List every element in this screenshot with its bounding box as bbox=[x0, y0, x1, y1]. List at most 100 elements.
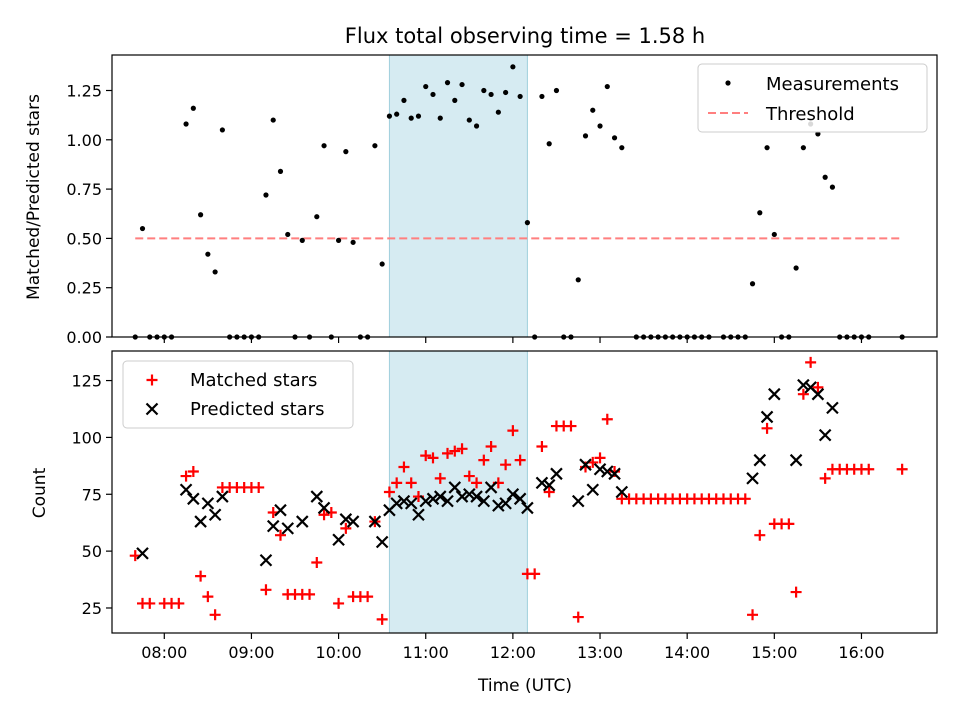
measurement-point bbox=[270, 117, 276, 123]
predicted-star-point bbox=[492, 499, 505, 512]
matched-star-point bbox=[739, 493, 751, 505]
measurement-point bbox=[394, 111, 400, 117]
predicted-star-point bbox=[441, 494, 454, 508]
matched-star-point bbox=[812, 381, 824, 393]
predicted-star-point bbox=[201, 497, 215, 510]
predicted-star-point bbox=[187, 492, 200, 506]
predicted-star-point bbox=[470, 490, 483, 503]
observing-window-band bbox=[388, 54, 528, 338]
predicted-star-point bbox=[463, 487, 476, 501]
predicted-star-point bbox=[216, 490, 229, 503]
measurement-point bbox=[539, 93, 545, 100]
legend-label-predicted: Predicted stars bbox=[190, 399, 324, 420]
predicted-star-point bbox=[419, 494, 433, 508]
measurement-point bbox=[459, 81, 465, 88]
measurement-point bbox=[379, 261, 385, 267]
predicted-star-point bbox=[179, 483, 193, 497]
legend-marker-predicted bbox=[145, 402, 159, 416]
matched-star-point bbox=[144, 597, 156, 609]
legend-marker-matched bbox=[146, 374, 158, 386]
legend-label-measurements: Measurements bbox=[766, 74, 899, 95]
measurement-point bbox=[619, 145, 625, 151]
measurement-point bbox=[183, 121, 189, 127]
predicted-star-point bbox=[797, 378, 810, 392]
predicted-star-point bbox=[194, 515, 207, 528]
measurement-point bbox=[335, 237, 342, 243]
measurement-point bbox=[263, 192, 269, 198]
matched-star-point bbox=[514, 454, 526, 466]
legend-box bbox=[697, 63, 928, 133]
bottom-y-axis-label: Count bbox=[30, 467, 50, 518]
measurement-point bbox=[466, 117, 472, 123]
measurement-point bbox=[575, 277, 581, 283]
measurement-point bbox=[437, 115, 443, 121]
y-tick-label: 0.50 bbox=[66, 229, 102, 248]
x-tick-label: 12:00 bbox=[490, 643, 536, 662]
measurement-point bbox=[749, 281, 756, 287]
y-tick-label: 25 bbox=[82, 599, 102, 618]
predicted-star-point bbox=[826, 401, 839, 415]
predicted-star-point bbox=[521, 501, 534, 515]
predicted-star-point bbox=[768, 387, 781, 401]
measurement-point bbox=[444, 80, 451, 86]
matched-star-point bbox=[529, 568, 541, 580]
matched-star-point bbox=[463, 470, 475, 482]
predicted-star-point bbox=[433, 490, 447, 503]
x-tick-label: 08:00 bbox=[141, 643, 187, 662]
matched-star-point bbox=[572, 611, 584, 623]
top-axes: 0.00 0.25 0.50 0.75 1.00 1.25 bbox=[66, 54, 938, 347]
matched-star-point bbox=[500, 459, 512, 471]
predicted-star-point bbox=[368, 515, 382, 528]
measurement-point bbox=[604, 83, 610, 90]
x-tick-label: 15:00 bbox=[751, 643, 797, 662]
matched-star-point bbox=[274, 529, 286, 541]
measurement-point bbox=[430, 91, 436, 98]
measurement-point bbox=[350, 239, 356, 245]
matched-star-point bbox=[253, 481, 265, 493]
legend-label-matched: Matched stars bbox=[190, 370, 317, 391]
y-tick-label: 75 bbox=[82, 485, 102, 504]
predicted-star-point bbox=[818, 428, 832, 442]
predicted-star-point bbox=[789, 453, 803, 467]
matched-star-point bbox=[304, 588, 316, 600]
matched-star-point bbox=[863, 463, 875, 475]
legend-label-threshold: Threshold bbox=[765, 104, 855, 125]
measurement-point bbox=[139, 225, 146, 232]
top-legend: Measurements Threshold bbox=[697, 63, 928, 133]
measurement-point bbox=[800, 145, 806, 151]
measurement-point bbox=[219, 127, 225, 133]
y-tick-label: 100 bbox=[71, 428, 102, 447]
predicted-star-point bbox=[375, 535, 389, 549]
matched-star-point bbox=[187, 466, 199, 478]
measurement-point bbox=[212, 269, 218, 275]
measurement-point bbox=[771, 231, 777, 238]
measurement-point bbox=[611, 135, 618, 141]
top-panel-ratio: 0.00 0.25 0.50 0.75 1.00 1.25 Measurements Thr… bbox=[24, 54, 938, 347]
matched-star-point bbox=[896, 463, 908, 475]
predicted-star-point bbox=[484, 481, 498, 494]
measurement-point bbox=[372, 143, 378, 149]
predicted-star-point bbox=[499, 497, 512, 510]
measurement-point bbox=[510, 64, 516, 70]
matched-star-point bbox=[783, 518, 795, 530]
predicted-star-point bbox=[593, 462, 607, 476]
matched-star-point bbox=[761, 422, 773, 434]
bottom-axes: 25 50 75 100 125 08:00 09:00 10:00 11:00 12:00 13:… bbox=[71, 350, 938, 662]
matched-star-point bbox=[405, 477, 417, 489]
observing-window-band-top bbox=[388, 54, 528, 338]
measurement-point bbox=[423, 83, 429, 90]
matched-star-point bbox=[797, 388, 809, 400]
measurement-point bbox=[546, 141, 552, 147]
predicted-star-point bbox=[550, 467, 563, 481]
matched-star-point bbox=[805, 356, 817, 368]
measurement-point bbox=[343, 149, 349, 155]
predicted-star-point bbox=[295, 515, 309, 528]
matched-star-point bbox=[195, 570, 207, 582]
x-axis-label: Time (UTC) bbox=[477, 676, 572, 696]
predicted-star-point bbox=[266, 519, 280, 533]
predicted-star-point bbox=[136, 547, 149, 560]
matched-star-point bbox=[449, 445, 461, 457]
matched-star-point bbox=[434, 472, 446, 484]
matched-star-point bbox=[333, 597, 345, 609]
measurement-point bbox=[314, 214, 320, 220]
